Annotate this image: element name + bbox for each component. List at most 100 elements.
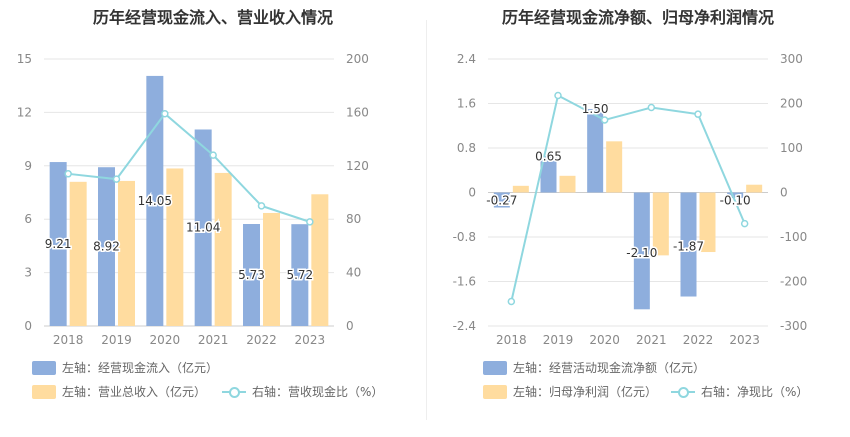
bar-primary [680,192,697,297]
y-left-tick-label: 0 [24,319,32,333]
right-chart-legend: 左轴：经营活动现金流净额（亿元） 左轴：归母净利润（亿元） 右轴：净现比（%） [426,0,850,437]
y-right-tick-label: 40 [346,266,361,280]
legend-swatch-bar [483,360,507,375]
y-left-tick-label: -2.4 [453,319,476,333]
y-right-tick-label: 80 [346,212,361,226]
bar-data-label: -1.87 [673,240,704,254]
bar-primary [98,167,115,326]
bar-data-label: 0.65 [535,149,562,163]
ratio-point [600,116,609,124]
left-chart-svg: 0 3 6 9 12 15 0 40 80 120 160 200 2018 2019 2020 2021 20… [17,52,369,347]
legend-item-revenue[interactable]: 左轴：营业总收入（亿元） [32,383,206,400]
bar-primary [633,192,650,310]
bar-primary [540,156,557,193]
bar-secondary [263,212,280,326]
legend-label: 左轴：营业总收入（亿元） [62,385,207,399]
bar-primary [493,192,510,208]
right-chart-svg: -2.4 -1.6 -0.8 0 0.8 1.6 2.4 -300 -200 -100 0 100 20… [453,52,808,347]
y-right-tick-label: 200 [346,52,369,66]
bar-data-label: -0.10 [720,194,751,208]
bar-secondary [512,185,529,193]
legend-item-cash-inflow[interactable]: 左轴：经营现金流入（亿元） [32,359,218,376]
bar-secondary [311,194,329,326]
y-left-tick-label: -1.6 [453,275,476,289]
ratio-point [64,170,72,178]
left-chart-legend: 左轴：经营现金流入（亿元） 左轴：营业总收入（亿元） 右轴：营收现金比（%） [32,359,383,400]
bar-data-label: 11.04 [186,221,220,235]
y-right-tick-label: 160 [346,105,369,119]
y-left-tick-label: 9 [24,159,32,173]
x-tick-label: 2021 [636,333,667,347]
ratio-point [112,175,121,183]
legend-item-net-cash-ratio[interactable]: 右轴：净现比（%） [671,383,808,400]
y-right-tick-label: 100 [780,141,803,155]
bar-secondary [69,181,87,326]
x-tick-label: 2021 [198,333,229,347]
y-right-tick-label: -100 [780,230,807,244]
y-right-tick-label: -200 [780,275,807,289]
legend-item-net-cash-flow[interactable]: 左轴：经营活动现金流净额（亿元） [483,359,705,376]
y-left-tick-label: 12 [17,105,32,119]
y-left-tick-label: 2.4 [457,52,476,66]
bar-secondary [699,192,716,253]
legend-swatch-bar [32,360,56,375]
legend-label: 左轴：经营活动现金流净额（亿元） [513,361,706,375]
ratio-point [507,297,516,306]
y-left-tick-label: 1.6 [457,97,476,111]
bar-secondary [606,141,623,193]
left-chart-panel: 历年经营现金流入、营业收入情况 0 3 6 9 12 15 0 40 80 120 160 200 20… [17,8,384,400]
legend-item-net-profit[interactable]: 左轴：归母净利润（亿元） [483,383,657,400]
x-tick-label: 2020 [150,333,181,347]
x-tick-label: 2020 [589,333,620,347]
ratio-line [510,94,746,302]
bar-primary [49,162,67,326]
y-right-tick-label: 0 [346,319,354,333]
bar-data-label: 14.05 [138,194,172,208]
left-chart-title: 历年经营现金流入、营业收入情况 [92,8,333,27]
legend-label: 左轴：经营现金流入（亿元） [62,361,219,375]
y-right-tick-label: 0 [780,186,788,200]
x-tick-label: 2019 [101,333,132,347]
y-left-tick-label: 15 [17,52,32,66]
panel-divider [426,20,427,420]
bar-data-label: 5.72 [286,268,313,282]
bar-secondary [118,180,135,326]
ratio-point [257,202,266,210]
y-right-tick-label: -300 [780,319,807,333]
y-right-tick-label: 200 [780,97,803,111]
bar-primary [291,224,309,326]
x-tick-label: 2023 [729,333,760,347]
bar-secondary [746,184,763,193]
ratio-point [209,151,217,159]
ratio-point [647,103,656,112]
bar-primary [243,224,260,326]
legend-label: 左轴：归母净利润（亿元） [513,385,658,399]
legend-label: 右轴：营收现金比（%） [252,385,384,399]
bar-secondary [214,172,232,326]
y-left-tick-label: 6 [24,212,32,226]
legend-item-cash-ratio[interactable]: 右轴：营收现金比（%） [222,383,383,400]
x-tick-label: 2022 [246,333,277,347]
bar-primary [727,192,744,199]
y-left-tick-label: -0.8 [453,230,476,244]
x-tick-label: 2022 [683,333,714,347]
y-left-tick-label: 0.8 [457,141,476,155]
bar-primary [194,129,212,326]
bar-secondary [166,168,184,326]
bar-secondary [652,192,669,256]
bar-data-label: -2.10 [626,246,657,260]
ratio-point [740,219,749,228]
right-chart-panel: 历年经营现金流净额、归母净利润情况 -2.4 -1.6 -0.8 0 0.8 1.6 2.4… [426,0,850,437]
y-left-tick-label: 0 [468,186,476,200]
bar-data-label: 5.73 [238,268,265,282]
bar-secondary [559,175,576,193]
x-tick-label: 2023 [295,333,326,347]
legend-label: 右轴：净现比（%） [701,385,809,399]
bar-primary [587,109,604,193]
ratio-point [694,110,702,118]
ratio-point [161,109,169,118]
bar-primary [146,75,164,326]
y-left-tick-label: 3 [24,266,32,280]
right-chart-title: 历年经营现金流净额、归母净利润情况 [501,8,774,27]
bar-data-label: 9.21 [45,237,72,251]
